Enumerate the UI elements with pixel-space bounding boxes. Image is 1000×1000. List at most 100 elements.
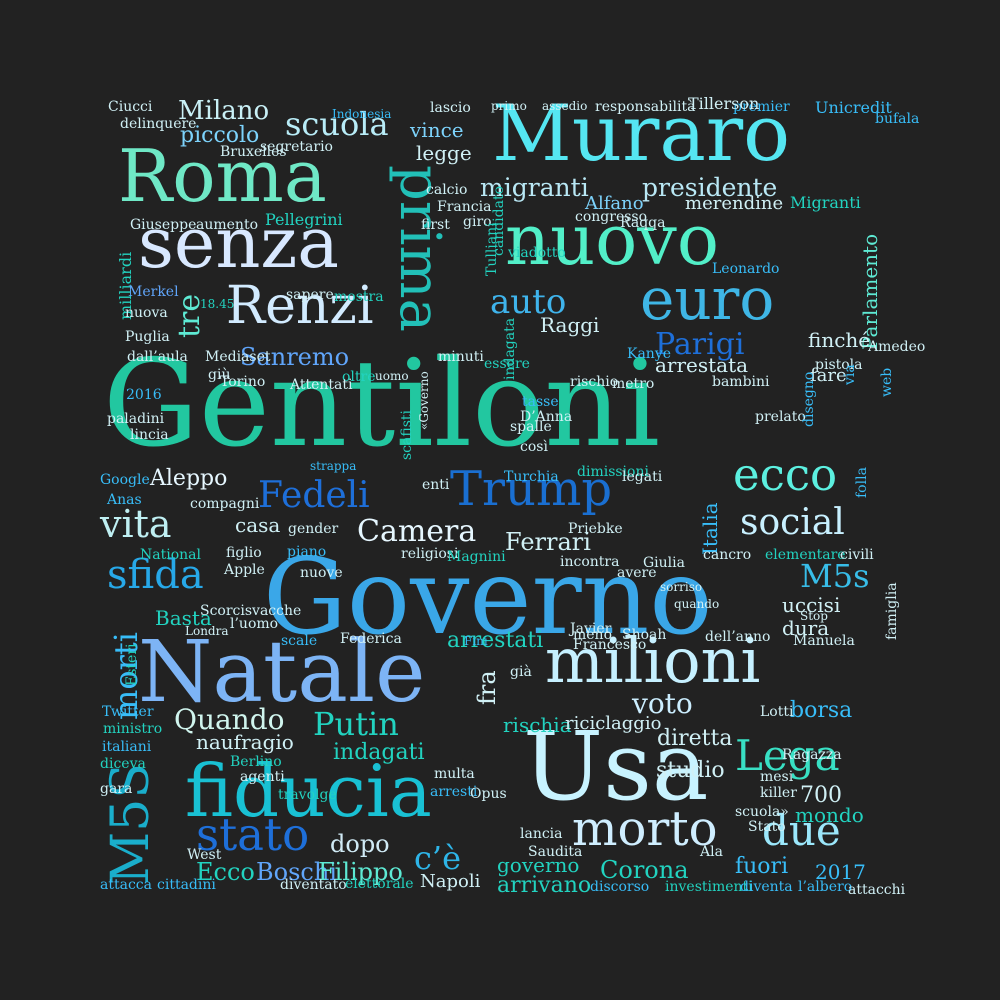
word: Francia bbox=[437, 199, 492, 215]
word: multa bbox=[434, 766, 475, 782]
word: essere bbox=[484, 356, 530, 372]
word: civili bbox=[840, 547, 874, 563]
word: West bbox=[187, 847, 222, 863]
word: Turchia bbox=[504, 469, 559, 485]
word: rischia bbox=[503, 713, 572, 737]
word: Milano bbox=[178, 96, 270, 126]
word: Natale bbox=[138, 623, 426, 722]
word: dopo bbox=[330, 830, 390, 858]
word: sfida bbox=[107, 552, 204, 598]
word: delinquere bbox=[120, 116, 197, 132]
word: cittadini bbox=[157, 877, 216, 893]
word: morto bbox=[572, 801, 718, 857]
word: Giuseppe bbox=[130, 217, 197, 233]
word: travolge bbox=[278, 787, 337, 803]
word: rischio bbox=[570, 374, 619, 390]
word: naufragio bbox=[196, 730, 294, 754]
word: l’uomo bbox=[230, 616, 279, 632]
word: Stop bbox=[800, 609, 828, 623]
word: finché bbox=[808, 328, 871, 352]
word: Corona bbox=[600, 856, 689, 884]
word: così bbox=[520, 439, 548, 455]
word: Fedeli bbox=[258, 475, 370, 516]
word: Amedeo bbox=[868, 339, 926, 355]
word: arrivano bbox=[497, 873, 592, 898]
word: nuova bbox=[125, 305, 168, 321]
word: Roma bbox=[118, 134, 327, 218]
word: Muraro bbox=[492, 89, 791, 179]
word: Sanremo bbox=[240, 343, 350, 371]
word: Apple bbox=[224, 562, 265, 578]
word: indagati bbox=[333, 740, 425, 765]
word: Raqqa bbox=[620, 215, 666, 231]
word: arresti bbox=[430, 784, 478, 800]
word: religiosi bbox=[401, 546, 459, 562]
word: Unicredit bbox=[815, 98, 892, 117]
word: compagni bbox=[190, 496, 260, 512]
word: incontra bbox=[560, 554, 620, 570]
word: diventa bbox=[740, 879, 793, 895]
word: famiglia bbox=[884, 582, 900, 640]
word: Attentati bbox=[290, 377, 353, 393]
word: elementare bbox=[765, 547, 846, 563]
word: «Governo bbox=[417, 371, 431, 430]
word: nuove bbox=[300, 565, 343, 581]
word: Ciucci bbox=[108, 99, 153, 115]
word: dimissioni bbox=[577, 464, 649, 480]
word: Mediaset bbox=[205, 349, 271, 365]
word: borsa bbox=[790, 698, 853, 723]
word: Javier bbox=[570, 621, 612, 637]
word: investimenti bbox=[665, 879, 753, 895]
word: giù bbox=[208, 367, 231, 383]
word: lascio bbox=[430, 100, 471, 116]
word: scuola bbox=[285, 105, 389, 143]
word: Pellegrini bbox=[265, 210, 343, 229]
word: Leonardo bbox=[712, 261, 780, 277]
word: sorriso bbox=[660, 580, 703, 594]
word: Esteri bbox=[124, 643, 140, 687]
word: fiducia bbox=[185, 749, 432, 833]
word: bufala bbox=[875, 111, 920, 127]
word: Manuela bbox=[793, 633, 855, 649]
word: l’albero bbox=[798, 879, 853, 895]
word: Merkel bbox=[128, 284, 179, 300]
word: fra bbox=[473, 670, 501, 705]
word: spalle bbox=[510, 419, 552, 435]
word: prelato bbox=[755, 409, 806, 425]
word: gara bbox=[100, 781, 133, 797]
word: assedio bbox=[542, 99, 588, 113]
word: Francesco bbox=[573, 637, 647, 653]
word: Putin bbox=[313, 705, 399, 743]
word: Federica bbox=[340, 631, 402, 647]
word: giro bbox=[463, 214, 492, 230]
word: Ragazza bbox=[782, 747, 842, 763]
word: merendine bbox=[685, 193, 784, 214]
word: Gentiloni bbox=[103, 335, 661, 474]
word: attacchi bbox=[848, 882, 906, 898]
word: social bbox=[740, 502, 845, 543]
word: scuola» bbox=[735, 804, 789, 820]
word: via bbox=[842, 364, 858, 385]
word: strappa bbox=[310, 459, 357, 473]
word: pistola bbox=[815, 357, 863, 373]
word: Stato bbox=[748, 819, 786, 835]
word: piano bbox=[287, 544, 327, 560]
word: aumento bbox=[196, 217, 258, 233]
word: dell’anno bbox=[705, 629, 771, 645]
word: Boschi bbox=[256, 858, 337, 886]
word: mesi bbox=[760, 769, 794, 785]
word: ecco bbox=[733, 448, 838, 501]
word: euro bbox=[640, 265, 775, 333]
word: fare bbox=[810, 365, 847, 386]
word: Magnini bbox=[447, 549, 506, 565]
word: metro bbox=[612, 376, 655, 392]
word: Ferrari bbox=[505, 528, 591, 556]
word: Trump bbox=[450, 461, 613, 517]
word: folla bbox=[854, 467, 870, 498]
word: indagata bbox=[502, 317, 518, 380]
word: agenti bbox=[240, 769, 285, 785]
word: piccolo bbox=[180, 123, 260, 148]
word: voto bbox=[632, 687, 693, 720]
word: first bbox=[421, 217, 450, 233]
word: killer bbox=[760, 785, 797, 801]
